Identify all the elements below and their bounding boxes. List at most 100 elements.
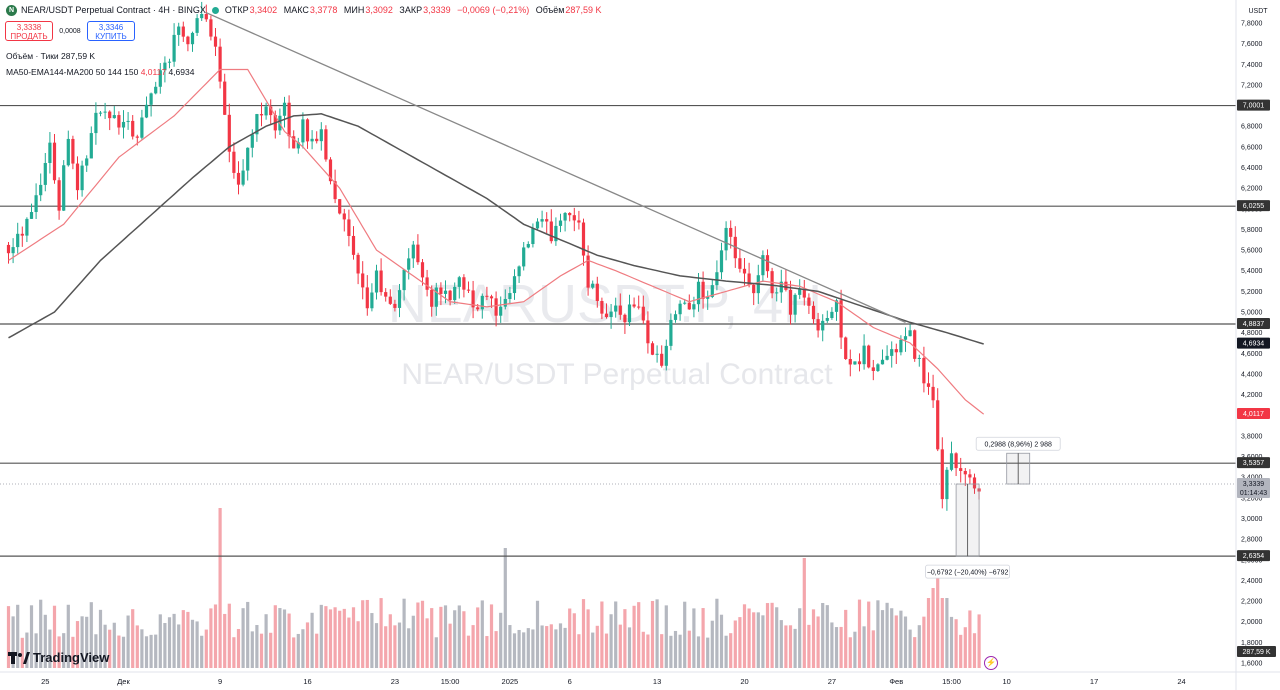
volume-bar xyxy=(618,624,622,668)
measure-label: 0,2988 (8,96%) 2 988 xyxy=(975,436,1061,451)
candle xyxy=(443,290,448,294)
volume-bar xyxy=(209,608,213,668)
volume-bar xyxy=(397,622,402,668)
volume-bar xyxy=(793,628,797,668)
time-tick-label: Фев xyxy=(889,677,903,686)
candle xyxy=(200,14,204,19)
ma-price-label-bg xyxy=(1237,408,1270,420)
candle xyxy=(471,290,475,308)
volume-bar xyxy=(545,626,549,668)
buy-button[interactable]: 3,3346 КУПИТЬ xyxy=(87,21,135,41)
time-tick-label: 20 xyxy=(740,677,748,686)
candle xyxy=(342,213,346,220)
volume-bar xyxy=(269,632,273,668)
volume-bar xyxy=(448,623,452,668)
volume-bar xyxy=(945,598,949,668)
volume-bar xyxy=(163,623,167,668)
volume-bar xyxy=(52,605,57,668)
volume-bar xyxy=(830,622,834,668)
candle xyxy=(476,307,480,310)
measure-tools[interactable]: 0,2988 (8,96%) 2 988 −0,6792 (−20,40%) −6… xyxy=(925,436,1061,579)
candle xyxy=(195,18,199,33)
symbol-legend: N NEAR/USDT Perpetual Contract · 4H · BI… xyxy=(6,4,605,16)
volume-bar xyxy=(591,632,595,668)
volume-bar xyxy=(609,614,613,668)
candle xyxy=(931,386,935,401)
volume-bar xyxy=(724,635,728,668)
candle xyxy=(39,184,43,196)
volume-bar xyxy=(696,636,701,668)
level-price-label-bg xyxy=(1237,99,1270,111)
volume-bar xyxy=(963,627,967,668)
candle xyxy=(761,255,765,276)
volume-bar xyxy=(816,616,820,668)
volume-bar xyxy=(867,601,871,668)
candle xyxy=(71,138,75,164)
volume-indicator-legend[interactable]: Объём · Тики 287,59 K xyxy=(6,51,96,61)
volume-bar xyxy=(664,605,668,668)
volume-bar xyxy=(85,616,89,668)
volume-bar xyxy=(641,631,645,668)
volume-bar xyxy=(342,608,346,668)
candle xyxy=(752,284,756,294)
candle xyxy=(890,349,894,356)
volume-bar xyxy=(227,603,231,668)
candle xyxy=(894,349,898,353)
candle xyxy=(963,470,967,475)
lightning-icon[interactable]: ⚡ xyxy=(984,656,998,670)
candle xyxy=(241,170,245,185)
candle xyxy=(600,300,604,314)
trendline[interactable] xyxy=(206,12,906,323)
candle xyxy=(940,449,944,500)
candle xyxy=(853,361,857,365)
candle xyxy=(80,165,84,191)
candle xyxy=(945,469,949,500)
volume-bar xyxy=(411,615,415,668)
candle xyxy=(112,115,116,119)
candle xyxy=(839,300,843,338)
volume-bar xyxy=(673,630,678,668)
volume-bar xyxy=(278,608,282,668)
candle xyxy=(706,296,710,299)
volume-bar xyxy=(264,614,268,668)
candle xyxy=(609,311,613,318)
ma-indicator-legend[interactable]: MA50-EMA144-MA200 50 144 150 4,0117 4,69… xyxy=(6,67,195,77)
symbol-title[interactable]: NEAR/USDT Perpetual Contract · 4H · BING… xyxy=(21,5,206,15)
volume-bar xyxy=(853,631,857,668)
candle xyxy=(641,306,645,321)
volume-bar xyxy=(788,625,793,668)
volume-bar xyxy=(549,624,553,668)
candle xyxy=(20,233,24,236)
volume-bar xyxy=(857,599,862,668)
volume-bar xyxy=(388,614,392,668)
price-tick-label: 7,8000 xyxy=(1241,21,1263,28)
volume-bar xyxy=(770,602,774,668)
volume-bar xyxy=(765,603,770,668)
price-tick-label: 1,6000 xyxy=(1241,661,1263,668)
candle xyxy=(701,281,705,299)
volume-bar xyxy=(324,606,328,668)
candle xyxy=(397,290,402,308)
volume-bar xyxy=(144,636,149,668)
volume-bar xyxy=(747,608,751,668)
volume-bar xyxy=(954,619,958,668)
candle xyxy=(324,129,328,160)
time-axis[interactable]: 25 Дек 9 16 23 15:00 2025 6 13 20 27 Фев 15:00 10 17 24 xyxy=(0,671,1280,686)
near-logo-icon: N xyxy=(6,4,17,16)
buy-price: 3,3346 xyxy=(98,23,124,32)
level-price-label: 3,5357 xyxy=(1243,460,1265,467)
candle xyxy=(489,296,494,299)
measure-label-box xyxy=(925,564,1010,579)
volume-bar xyxy=(384,626,388,668)
price-tick-label: 7,2000 xyxy=(1241,82,1263,89)
candle xyxy=(687,302,691,310)
volume-bar xyxy=(959,634,963,668)
candle xyxy=(310,138,314,142)
candle xyxy=(52,142,57,181)
volume-bar xyxy=(517,629,521,668)
candle xyxy=(715,272,719,286)
volume-bar xyxy=(356,621,360,668)
time-tick-label: 25 xyxy=(41,677,49,686)
sell-button[interactable]: 3,3338 ПРОДАТЬ xyxy=(5,21,53,41)
